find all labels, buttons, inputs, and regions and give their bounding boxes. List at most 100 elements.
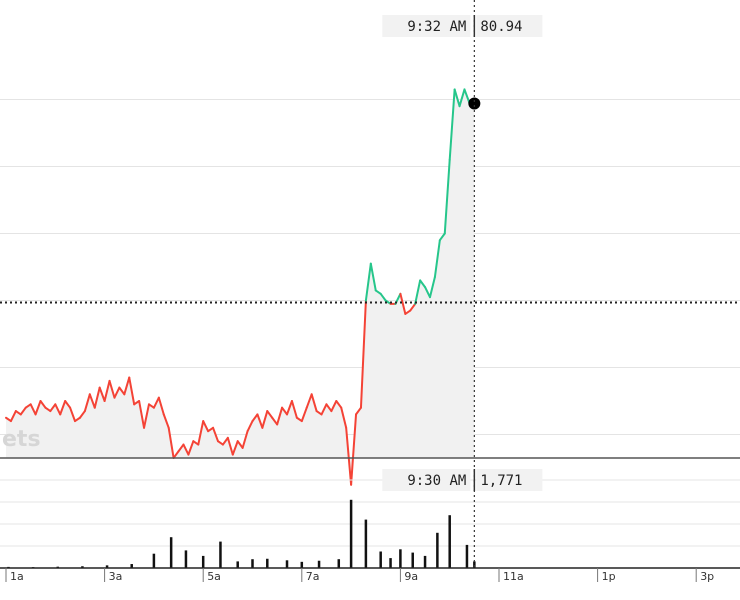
price-line-segment [138, 400, 146, 429]
volume-bar [169, 537, 173, 568]
volume-bar [130, 564, 133, 568]
price-line-segment [424, 286, 431, 299]
price-line-segment [369, 262, 377, 292]
price-line-segment [69, 406, 77, 423]
current-price-marker [468, 97, 481, 110]
price-line-segment [271, 416, 279, 426]
price-line-segment [355, 406, 362, 416]
price-line-segment [409, 302, 417, 312]
volume-bar [266, 558, 269, 568]
price-line-segment [399, 292, 407, 315]
price-line-segment [197, 420, 205, 446]
price-line-segment [59, 400, 67, 416]
price-line-segment [414, 279, 422, 305]
price-line-segment [49, 403, 57, 413]
price-line-segment [458, 88, 466, 108]
x-axis-tick-label: 1a [10, 570, 24, 583]
price-line-segment [345, 426, 353, 486]
price-readout-time: 9:32 AM [407, 19, 466, 35]
volume-bar [219, 541, 222, 568]
volume-bar [251, 559, 254, 568]
price-line-segment [202, 420, 210, 433]
price-line-segment [276, 406, 284, 426]
price-line-segment [443, 158, 451, 235]
price-line-segment [463, 88, 471, 104]
price-line-segment [256, 413, 264, 429]
price-line-segment [103, 379, 111, 402]
price-line-segment [88, 393, 96, 409]
price-line-segment [350, 413, 358, 486]
volume-bar [465, 544, 469, 568]
volume-readout-time: 9:30 AM [407, 473, 466, 489]
price-line-segment [320, 403, 328, 416]
price-line-segment [83, 393, 91, 413]
price-readout-time-bg [382, 15, 471, 37]
price-line-segment [246, 420, 254, 433]
price-line-segment [236, 440, 244, 449]
volume-bar [337, 559, 341, 568]
price-line-segment [419, 279, 427, 289]
price-line-segment [64, 400, 72, 409]
price-readout-value: 80.94 [480, 19, 522, 35]
price-line-segment [379, 292, 387, 302]
price-line-segment [54, 403, 62, 416]
price-line-segment [167, 426, 175, 459]
price-line-segment [266, 410, 274, 419]
volume-bar [236, 561, 239, 568]
volume-bar [349, 499, 353, 568]
price-line-segment [261, 410, 269, 429]
price-line-segment [123, 376, 131, 396]
price-line-segment [286, 400, 293, 416]
price-line-segment [162, 413, 170, 429]
x-axis-tick-label: 3a [109, 570, 123, 583]
volume-readout-value: 1,771 [480, 473, 522, 489]
volume-bar [152, 553, 156, 568]
price-line-segment [340, 406, 348, 429]
x-axis-tick-label: 3p [700, 570, 714, 583]
volume-bar [399, 549, 402, 568]
price-line-segment [118, 386, 126, 396]
x-axis-tick-label: 9a [404, 570, 418, 583]
price-line-segment [212, 426, 219, 443]
volume-readout-time-bg [382, 469, 471, 491]
volume-bar [379, 551, 382, 568]
volume-bar [448, 515, 451, 568]
price-line-segment [428, 276, 436, 299]
price-line-segment [290, 400, 298, 419]
volume-bar [300, 561, 304, 568]
x-axis-tick-label: 7a [306, 570, 320, 583]
price-line-segment [325, 403, 333, 413]
price-line-segment [330, 400, 338, 413]
watermark-text: ets [2, 427, 41, 452]
price-line-segment [359, 299, 367, 409]
volume-bar [317, 560, 321, 568]
price-line-segment [34, 400, 42, 416]
volume-bar [423, 555, 427, 568]
volume-bar [201, 555, 205, 568]
price-line-segment [448, 88, 456, 161]
price-area [6, 89, 475, 485]
price-line-segment [251, 413, 259, 423]
volume-bar [411, 552, 414, 568]
price-line-segment [19, 406, 27, 416]
price-readout-value-bg [476, 15, 543, 37]
price-line-segment [433, 239, 441, 279]
price-line-segment [93, 386, 101, 409]
price-line-segment [438, 232, 446, 242]
volume-bar [389, 558, 392, 568]
price-line-segment [9, 410, 17, 423]
price-line-segment [152, 396, 160, 409]
price-line-segment [182, 443, 190, 456]
volume-bar [81, 566, 84, 568]
price-line-segment [157, 396, 165, 416]
volume-bar [184, 550, 188, 568]
price-line-segment [241, 430, 249, 449]
price-line-segment [226, 436, 234, 456]
volume-bar [436, 532, 439, 568]
price-line-segment [310, 393, 318, 413]
volume-bar [364, 519, 368, 568]
price-line-segment [29, 403, 37, 416]
price-line-segment [335, 400, 343, 409]
